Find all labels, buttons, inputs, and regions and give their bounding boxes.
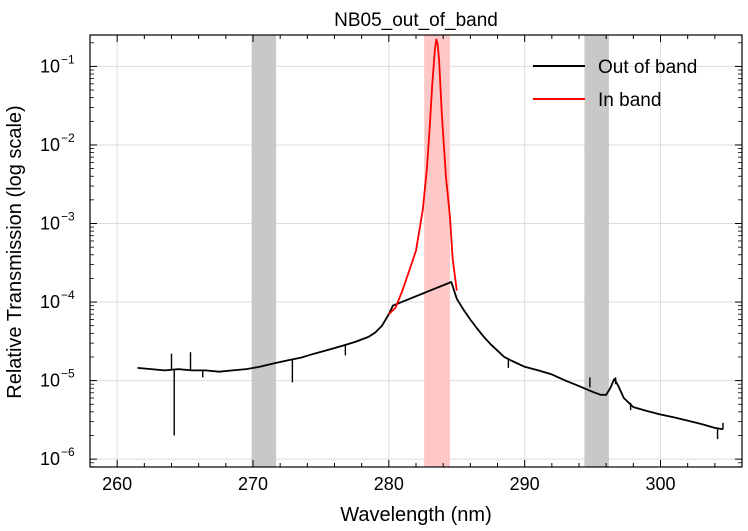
y-tick-label-base: 10 [40,56,60,76]
shaded-regions [251,35,609,467]
y-tick-label-exponent: −5 [61,367,75,381]
y-tick-label-base: 10 [40,135,60,155]
y-tick-label-exponent: −6 [61,445,75,459]
series-line-in-band [388,38,458,315]
legend: Out of band In band [533,57,697,111]
legend-label-out-of-band: Out of band [598,57,697,78]
x-tick-label: 260 [102,474,132,494]
y-axis-label: Relative Transmission (log scale) [4,105,26,398]
x-axis-label: Wavelength (nm) [340,504,492,526]
y-tick-label-base: 10 [40,371,60,391]
x-tick-label: 290 [510,474,540,494]
series [137,38,724,440]
y-tick-label-base: 10 [40,214,60,234]
y-tick-label-base: 10 [40,449,60,469]
y-tick-label-exponent: −1 [61,52,75,66]
shaded-region-in-band [424,35,450,467]
shaded-region-left-sideband [251,35,277,467]
chart-title: NB05_out_of_band [334,10,498,31]
y-tick-label-exponent: −4 [61,288,75,302]
x-tick-label: 270 [238,474,268,494]
series-line-out-of-band [137,281,724,431]
y-tick-label-exponent: −3 [61,210,75,224]
y-tick-label-base: 10 [40,292,60,312]
y-tick-label-exponent: −2 [61,131,75,145]
x-tick-label: 300 [645,474,675,494]
legend-label-in-band: In band [598,90,661,111]
x-tick-label: 280 [374,474,404,494]
